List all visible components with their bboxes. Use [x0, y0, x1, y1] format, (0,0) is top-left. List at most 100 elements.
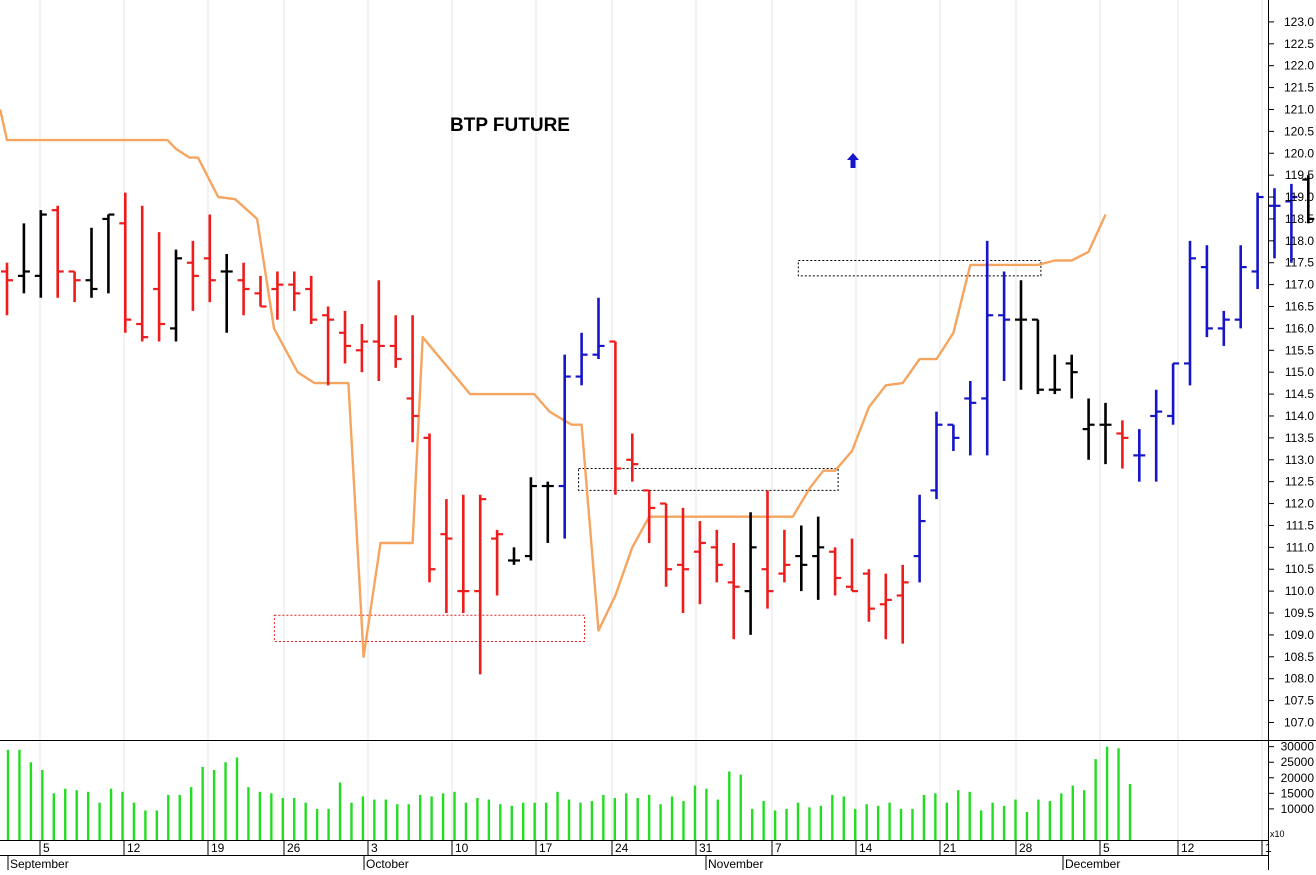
up-arrow-icon [847, 153, 859, 169]
ohlc-bar [1167, 362, 1180, 425]
ohlc-bar [406, 315, 419, 443]
price-tick-label: 122.5 [1284, 37, 1314, 51]
ohlc-bar [1082, 398, 1095, 460]
ohlc-bar [186, 240, 199, 311]
price-tick-label: 111.5 [1286, 518, 1315, 532]
volume-tick-label: 25000 [1281, 755, 1315, 769]
price-tick-label: 110.0 [1285, 584, 1314, 598]
ohlc-bar [423, 433, 436, 583]
ohlc-bar [896, 564, 909, 644]
ohlc-bar [1150, 389, 1163, 482]
support-box [797, 260, 1042, 277]
price-tick-label: 107.0 [1284, 715, 1314, 729]
ohlc-bar [1234, 245, 1247, 329]
ohlc-bar [558, 354, 571, 539]
volume-tick-label: 20000 [1281, 771, 1315, 785]
ohlc-bar [1015, 280, 1027, 390]
price-tick-label: 120.0 [1284, 146, 1314, 160]
date-tick-label: 31 [699, 841, 713, 855]
date-tick-label: 26 [287, 841, 301, 855]
price-tick-label: 112.0 [1285, 497, 1314, 511]
ohlc-bar [1, 262, 13, 316]
ohlc-bar [1133, 429, 1146, 482]
price-tick-label: 117.5 [1285, 256, 1314, 270]
date-tick-label: 28 [1019, 841, 1033, 855]
date-tick-label: 10 [455, 841, 469, 855]
ohlc-bar [1099, 402, 1112, 465]
ohlc-bar [322, 306, 335, 386]
ohlc-bar [930, 411, 943, 500]
ohlc-bar [964, 380, 977, 456]
price-tick-label: 118.0 [1285, 234, 1314, 248]
date-tick-label: 12 [127, 841, 141, 855]
ohlc-bar [1268, 188, 1281, 259]
support-box [578, 468, 839, 491]
ohlc-bar [457, 494, 470, 614]
ohlc-bar [795, 525, 808, 592]
price-tick-label: 115.5 [1285, 343, 1314, 357]
ohlc-bar [1302, 175, 1315, 224]
ohlc-bar [778, 529, 791, 583]
price-tick-label: 109.0 [1284, 628, 1314, 642]
ohlc-bar [677, 507, 689, 614]
ohlc-bar [829, 547, 842, 596]
ohlc-bar [727, 542, 740, 640]
price-tick-label: 114.0 [1285, 409, 1314, 423]
ohlc-bar [1200, 245, 1213, 338]
ohlc-bar [541, 481, 554, 543]
volume-bars [6, 746, 1132, 840]
ohlc-bar [170, 249, 182, 342]
date-tick-label: 17 [539, 841, 553, 855]
ohlc-bar [744, 512, 757, 635]
price-tick-label: 110.5 [1285, 562, 1314, 576]
ohlc-bar [51, 205, 64, 298]
ohlc-bar [271, 271, 284, 320]
ohlc-bar [660, 502, 673, 587]
ohlc-bar [609, 340, 622, 495]
date-tick-label: 3 [371, 841, 378, 855]
ohlc-bar [524, 477, 537, 561]
price-tick-label: 113.0 [1285, 453, 1314, 467]
ohlc-bar [812, 516, 825, 600]
ohlc-bar [203, 214, 216, 303]
price-tick-label: 114.5 [1285, 387, 1314, 401]
ohlc-bar [440, 499, 453, 614]
ohlc-bar [153, 232, 166, 342]
month-label: December [1065, 857, 1120, 870]
ohlc-bar [981, 240, 994, 456]
ohlc-bar [68, 270, 81, 303]
ohlc-bar [508, 547, 520, 565]
price-tick-label: 121.0 [1284, 102, 1314, 116]
volume-tick-label: 10000 [1281, 802, 1315, 816]
chart-title: BTP FUTURE [450, 115, 570, 136]
support-boxes [273, 260, 1042, 642]
grid-lines [39, 0, 1263, 840]
ohlc-bar [119, 192, 132, 333]
ohlc-bar [1251, 192, 1264, 289]
price-tick-label: 122.0 [1284, 59, 1314, 73]
date-tick-label: 5 [1103, 841, 1110, 855]
ohlc-bar [34, 210, 47, 298]
price-tick-label: 108.0 [1284, 672, 1314, 686]
date-tick-label: 19 [211, 841, 225, 855]
trailing-stop-polyline [0, 109, 1107, 658]
price-tick-label: 120.5 [1284, 124, 1314, 138]
ohlc-bar [761, 490, 774, 609]
ohlc-bar [643, 489, 656, 543]
price-tick-label: 112.5 [1285, 475, 1314, 489]
ohlc-bar [237, 262, 250, 316]
date-tick-label: 24 [615, 841, 629, 855]
ohlc-bar [355, 324, 368, 373]
volume-tick-label: 30000 [1281, 740, 1315, 754]
ohlc-bar [592, 297, 605, 360]
date-tick-label: 21 [943, 841, 957, 855]
price-tick-label: 115.0 [1285, 365, 1314, 379]
price-tick-label: 119.5 [1285, 168, 1314, 182]
date-tick-label: 5 [43, 841, 50, 855]
ohlc-bar [491, 529, 504, 596]
axis-labels: 107.0 107.5 108.0 108.5 109.0 109.5 110.0 110.5… [10, 15, 1315, 871]
ohlc-bar [220, 253, 233, 333]
